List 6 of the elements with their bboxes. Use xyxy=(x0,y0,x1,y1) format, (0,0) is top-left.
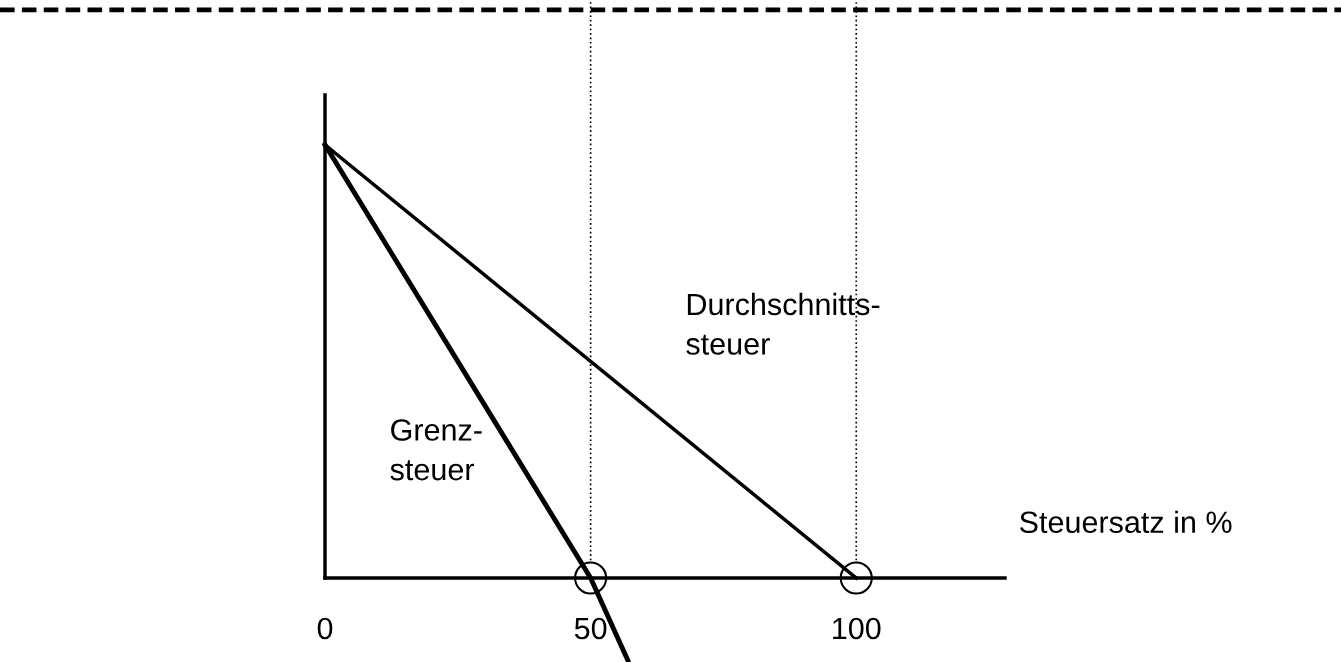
x-tick-label: 0 xyxy=(317,617,333,640)
annotation: Grenz- steuer xyxy=(390,419,482,481)
x-tick-label: 50 xyxy=(574,617,607,640)
x-tick-label: 100 xyxy=(833,617,881,640)
annotation: Durchschnitts- steuer xyxy=(686,292,880,355)
x-axis-title: Steuersatz in % xyxy=(1019,510,1232,534)
